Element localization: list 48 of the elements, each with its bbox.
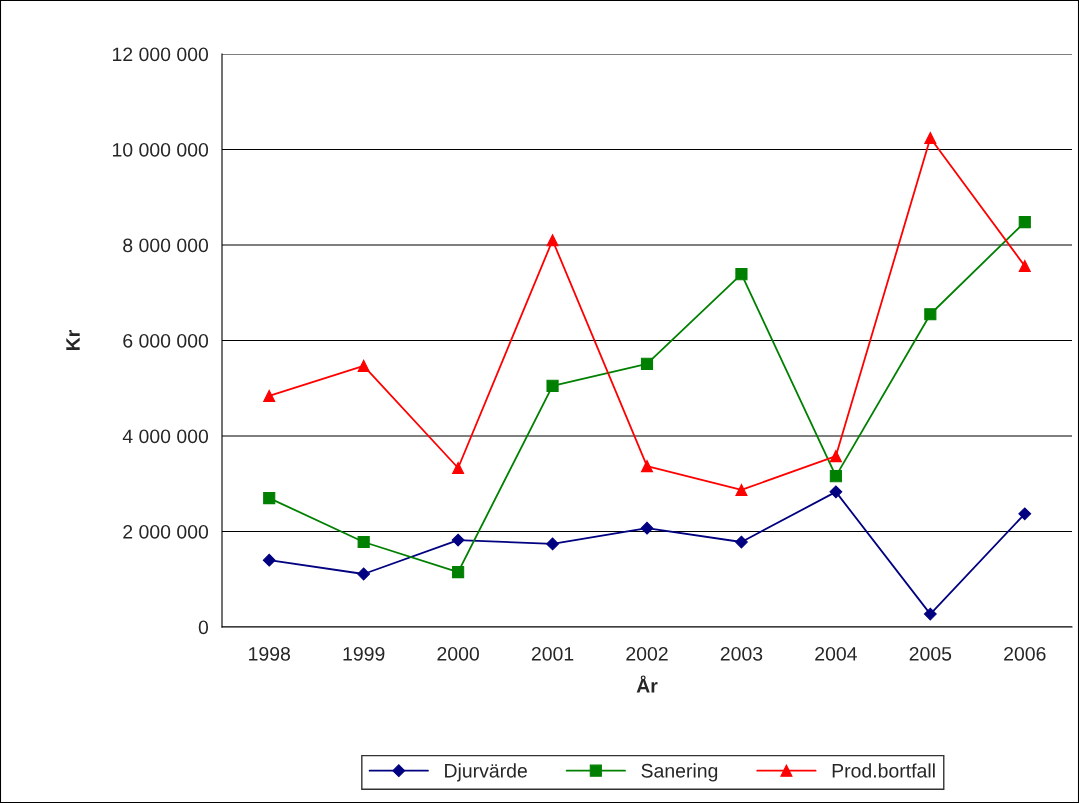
point [357, 567, 371, 581]
y-axis-title: Kr [66, 329, 80, 351]
x-tick-label: 1999 [343, 646, 385, 661]
point [640, 460, 654, 473]
x-tick-label: 2005 [909, 646, 952, 661]
point [546, 537, 559, 551]
x-tick-label: 2003 [720, 646, 763, 661]
y-tick-label: 2 000 000 [123, 524, 209, 539]
point [452, 461, 465, 475]
x-tick-label: 2004 [815, 646, 857, 661]
y-tick-label: 4 000 000 [122, 429, 209, 444]
legend-label: Prod.bortfall [832, 763, 935, 778]
y-tick-label: 12 000 000 [112, 47, 209, 62]
x-tick-label: 2006 [1004, 646, 1046, 661]
y-tick-label: 8 000 000 [123, 238, 209, 253]
point [546, 234, 559, 247]
x-tick-label: 1998 [249, 646, 291, 661]
point [452, 566, 465, 579]
x-axis-title: År [636, 675, 658, 693]
point [1018, 507, 1032, 521]
point [546, 379, 559, 392]
point [263, 389, 276, 402]
point [829, 485, 843, 499]
x-tick-label: 2000 [437, 646, 479, 661]
point [829, 449, 842, 463]
x-tick-label: 2002 [626, 646, 668, 661]
point [923, 607, 937, 621]
x-tick-label: 2001 [531, 646, 574, 661]
point [357, 359, 370, 372]
point [262, 553, 276, 567]
point [924, 131, 937, 145]
y-tick-label: 0 [198, 620, 209, 635]
point [735, 268, 748, 281]
point [1018, 259, 1031, 273]
point [263, 492, 276, 505]
y-tick-label: 10 000 000 [112, 142, 209, 157]
point [357, 535, 370, 549]
point [451, 533, 465, 547]
point [735, 483, 748, 497]
legend-label: Sanering [641, 763, 718, 782]
point [640, 357, 654, 370]
y-tick-label: 6 000 000 [123, 333, 209, 348]
legend-label: Djurvärde [445, 763, 527, 782]
point [924, 308, 937, 321]
point [1018, 216, 1031, 229]
point [640, 521, 654, 535]
point [829, 470, 842, 483]
point [735, 535, 748, 549]
